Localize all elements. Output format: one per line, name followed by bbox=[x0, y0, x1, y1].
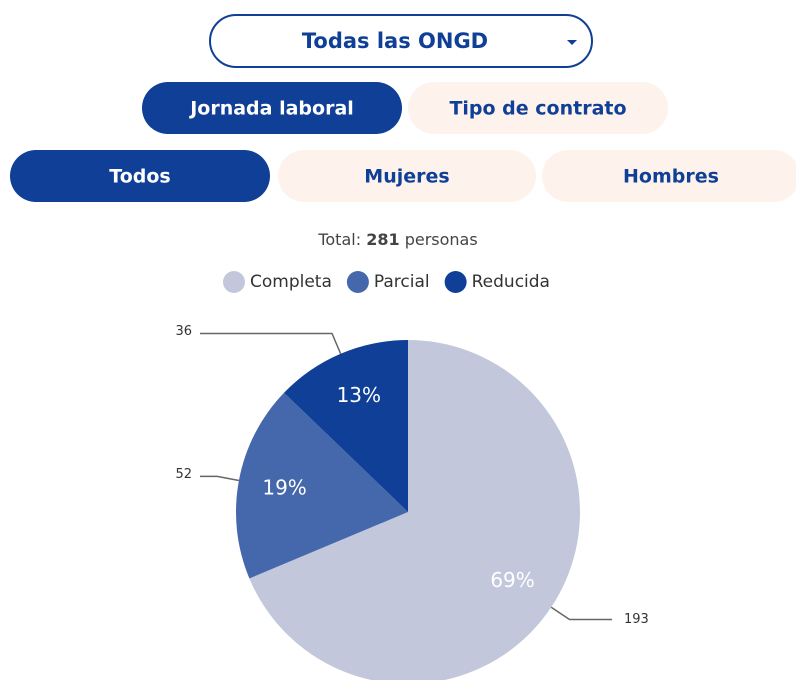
tab-label: Todos bbox=[109, 166, 170, 188]
leader-line bbox=[200, 332, 342, 355]
tab-button[interactable] bbox=[142, 82, 402, 134]
tab-button[interactable] bbox=[278, 150, 536, 202]
slice-percent: 19% bbox=[262, 475, 306, 499]
slice-value: 36 bbox=[175, 324, 192, 339]
pie-slice bbox=[284, 340, 408, 512]
tab-button[interactable] bbox=[408, 82, 668, 134]
pie-slice bbox=[235, 392, 408, 579]
tab-label: Mujeres bbox=[364, 166, 449, 188]
total-part: 281 bbox=[366, 230, 399, 249]
legend-swatch bbox=[444, 271, 467, 293]
tab-button[interactable] bbox=[10, 150, 270, 202]
slice-value: 52 bbox=[175, 467, 192, 482]
slice-percent: 69% bbox=[490, 568, 534, 592]
slice-value: 193 bbox=[624, 612, 649, 627]
tab-label: Jornada laboral bbox=[188, 98, 354, 120]
total-text: Total: 281 personas bbox=[317, 230, 477, 249]
legend-label: Completa bbox=[250, 272, 332, 292]
dropdown[interactable] bbox=[209, 14, 593, 68]
total-part: personas bbox=[405, 230, 478, 249]
leader-line bbox=[550, 606, 612, 621]
pie-slice bbox=[249, 340, 580, 680]
leader-line bbox=[200, 475, 240, 482]
tab-button[interactable] bbox=[542, 150, 796, 202]
tab-label: Tipo de contrato bbox=[449, 98, 626, 120]
legend-label: Reducida bbox=[472, 272, 550, 292]
dropdown-arrow bbox=[567, 40, 577, 45]
slice-percent: 13% bbox=[337, 383, 381, 407]
dropdown-label: Todas las ONGD bbox=[302, 29, 488, 53]
total-part: Total: bbox=[317, 230, 361, 249]
tab-label: Hombres bbox=[623, 166, 719, 188]
legend-label: Parcial bbox=[374, 272, 430, 292]
legend-swatch bbox=[346, 271, 369, 293]
legend-swatch bbox=[223, 271, 245, 293]
